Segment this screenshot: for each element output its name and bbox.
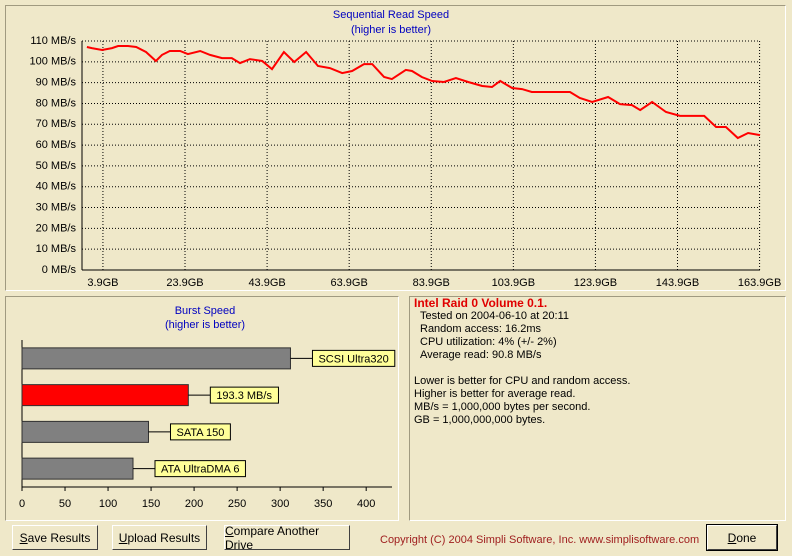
button-label[interactable]: Compare Another Drive — [225, 523, 320, 552]
note: Lower is better for CPU and random acces… — [414, 375, 631, 387]
chart-subtitle: (higher is better) — [351, 24, 431, 36]
x-tick-label: 250 — [228, 498, 246, 510]
done-button[interactable]: Done — [706, 524, 778, 551]
read-line — [86, 45, 761, 140]
chart-title: Sequential Read Speed — [333, 9, 449, 21]
x-tick-label: 103.9GB — [492, 277, 535, 289]
detail: Random access: 16.2ms — [420, 323, 542, 335]
x-tick-label: 0 — [19, 498, 25, 510]
y-tick-label: 30 MB/s — [36, 201, 77, 213]
x-tick-label: 123.9GB — [574, 277, 617, 289]
x-tick-label: 23.9GB — [166, 277, 203, 289]
x-tick-label: 200 — [185, 498, 203, 510]
x-tick-label: 350 — [314, 498, 332, 510]
button-label[interactable]: Save Results — [19, 530, 91, 545]
button-label[interactable]: Upload Results — [118, 530, 201, 545]
label-box — [169, 423, 231, 441]
upload-button[interactable]: Upload Results — [112, 525, 207, 550]
y-tick-label: 110 MB/s — [30, 35, 76, 47]
note: MB/s = 1,000,000 bytes per second. — [414, 401, 591, 413]
x-tick-label: 100 — [99, 498, 117, 510]
detail: Tested on 2004-06-10 at 20:11 — [420, 310, 570, 322]
charts: Sequential Read Speed (higher is better) 0… — [19, 9, 781, 510]
bar-label: 193.3 MB/s — [216, 390, 272, 402]
compare-button[interactable]: Compare Another Drive — [224, 523, 350, 552]
y-tick-label: 60 MB/s — [36, 139, 77, 151]
read-panel — [5, 5, 786, 291]
note: GB = 1,000,000,000 bytes. — [414, 414, 546, 426]
bar-label: ATA UltraDMA 6 — [161, 464, 239, 476]
y-tick-label: 50 MB/s — [36, 160, 77, 172]
x-tick-label: 143.9GB — [656, 277, 699, 289]
y-tick-label: 10 MB/s — [36, 243, 77, 255]
button-label[interactable]: Done — [727, 530, 757, 545]
label-box — [154, 460, 246, 478]
y-tick-label: 90 MB/s — [36, 77, 77, 89]
chart-title: Burst Speed — [175, 305, 236, 317]
info-panel: Intel Raid 0 Volume 0.1. Tested on 2004-… — [409, 296, 786, 521]
detail: CPU utilization: 4% (+/- 2%) — [420, 336, 557, 348]
x-tick-label: 150 — [142, 498, 160, 510]
copyright: Copyright (C) 2004 Simpli Software, Inc.… — [380, 534, 700, 546]
x-tick-label: 3.9GB — [87, 277, 118, 289]
y-tick-label: 70 MB/s — [36, 118, 77, 130]
bar — [21, 420, 149, 443]
y-tick-label: 0 MB/s — [42, 264, 77, 276]
x-tick-label: 50 — [59, 498, 71, 510]
drive-title: Intel Raid 0 Volume 0.1. — [414, 296, 548, 310]
burst-panel — [5, 296, 399, 521]
x-tick-label: 83.9GB — [413, 277, 450, 289]
bar — [21, 347, 291, 370]
y-tick-label: 80 MB/s — [36, 97, 77, 109]
label-box — [311, 349, 396, 367]
y-tick-label: 40 MB/s — [36, 181, 77, 193]
bar — [21, 384, 189, 407]
y-tick-label: 100 MB/s — [30, 56, 77, 68]
note: Higher is better for average read. — [414, 388, 576, 400]
bar-label: SCSI Ultra320 — [318, 353, 388, 365]
label-box — [209, 386, 279, 404]
x-tick-label: 43.9GB — [248, 277, 285, 289]
detail: Average read: 90.8 MB/s — [420, 349, 542, 361]
x-tick-label: 300 — [271, 498, 289, 510]
bar-label: SATA 150 — [176, 427, 224, 439]
bar — [21, 457, 134, 480]
save-button[interactable]: Save Results — [12, 525, 98, 550]
x-tick-label: 400 — [357, 498, 375, 510]
chart-subtitle: (higher is better) — [165, 319, 245, 331]
x-tick-label: 63.9GB — [331, 277, 368, 289]
y-tick-label: 20 MB/s — [36, 222, 77, 234]
x-tick-label: 163.9GB — [738, 277, 781, 289]
